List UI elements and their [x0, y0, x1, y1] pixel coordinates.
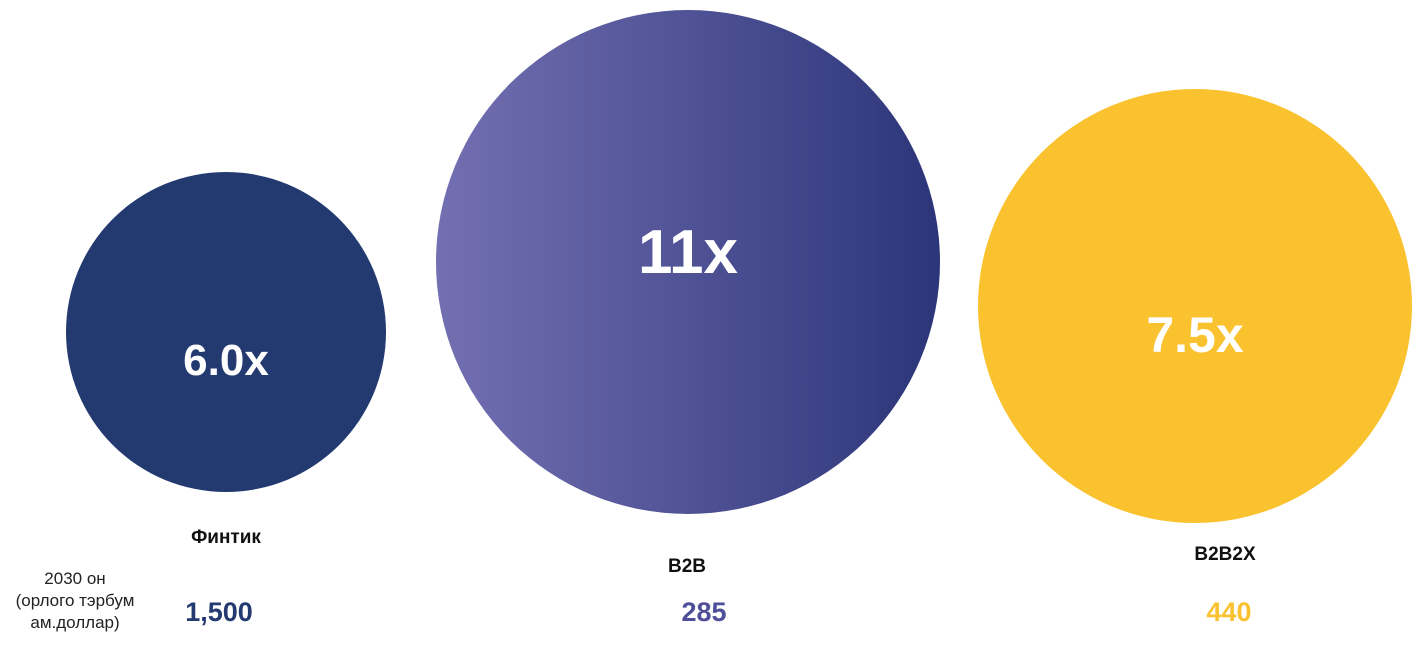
multiple-label-fintech: 6.0x	[183, 336, 269, 385]
bubble-b2b2x	[978, 89, 1412, 523]
row-axis-label-line: 2030 он	[0, 568, 150, 590]
category-label-fintech: Финтик	[191, 527, 261, 549]
category-label-b2b: B2B	[668, 556, 706, 578]
category-label-b2b2x: B2B2X	[1194, 544, 1255, 566]
value-label-fintech: 1,500	[185, 597, 253, 628]
row-axis-label-line: (орлого тэрбум	[0, 590, 150, 612]
bubble-fintech	[66, 172, 386, 492]
multiple-label-b2b: 11x	[638, 218, 739, 287]
multiple-label-b2b2x: 7.5x	[1146, 307, 1244, 363]
value-label-b2b2x: 440	[1206, 597, 1251, 628]
row-axis-label-line: ам.доллар)	[0, 612, 150, 634]
value-label-b2b: 285	[681, 597, 726, 628]
row-axis-label: 2030 он (орлого тэрбум ам.доллар)	[0, 568, 150, 634]
